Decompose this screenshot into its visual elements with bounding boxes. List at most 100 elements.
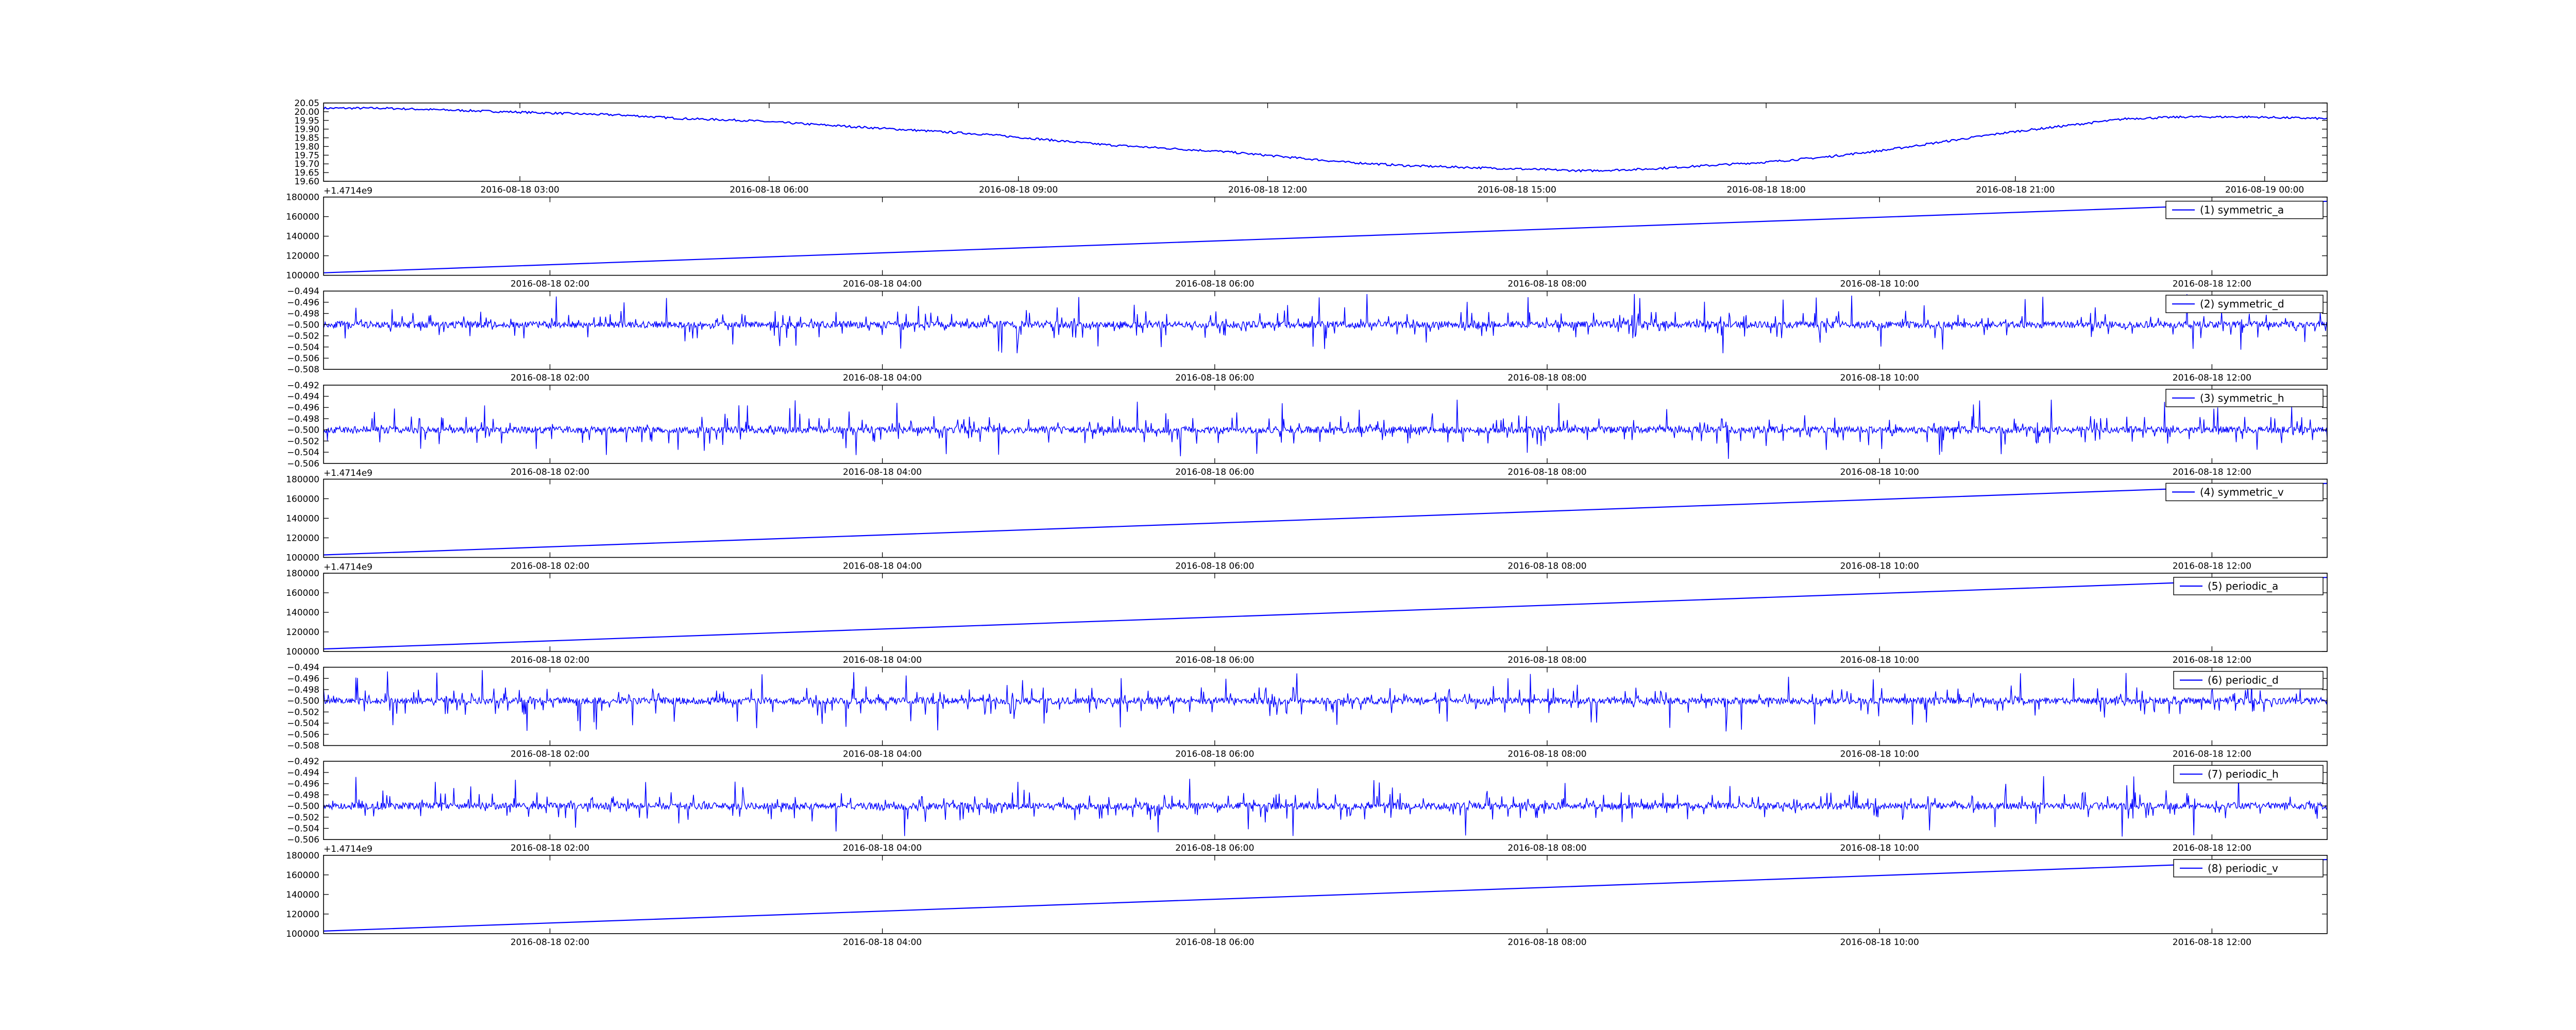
- y-tick-label: 160000: [286, 588, 319, 598]
- series-line-symmetric_a: [324, 200, 2327, 273]
- series-line-raw: [324, 106, 2327, 173]
- x-tick-label: 2016-08-19 00:00: [2225, 185, 2304, 195]
- series-line-periodic_h: [324, 775, 2327, 837]
- y-tick-label: 160000: [286, 212, 319, 222]
- x-tick-label: 2016-08-18 06:00: [1175, 373, 1254, 383]
- y-tick-label: 180000: [286, 569, 319, 579]
- y-tick-label: 120000: [286, 251, 319, 262]
- y-tick-label: 19.65: [294, 168, 319, 178]
- x-tick-label: 2016-08-18 02:00: [511, 373, 589, 383]
- series-line-symmetric_v: [324, 483, 2327, 556]
- y-tick-label: −0.502: [287, 436, 319, 447]
- x-tick-label: 2016-08-18 12:00: [2173, 843, 2251, 853]
- y-tick-label: −0.498: [287, 685, 319, 695]
- legend-label: (6) periodic_d: [2208, 674, 2279, 686]
- x-tick-label: 2016-08-18 12:00: [2173, 279, 2251, 289]
- legend-label: (2) symmetric_d: [2200, 298, 2284, 310]
- x-tick-label: 2016-08-18 08:00: [1507, 937, 1586, 948]
- x-tick-label: 2016-08-18 04:00: [843, 655, 922, 665]
- x-tick-label: 2016-08-18 12:00: [2173, 749, 2251, 760]
- y-tick-label: −0.506: [287, 730, 319, 740]
- y-tick-label: −0.506: [287, 459, 319, 469]
- y-tick-label: 160000: [286, 494, 319, 504]
- panel-raw: 19.6019.6519.7019.7519.8019.8519.9019.95…: [294, 98, 2328, 196]
- x-tick-label: 2016-08-18 08:00: [1507, 279, 1586, 289]
- x-tick-label: 2016-08-18 08:00: [1507, 561, 1586, 571]
- y-tick-label: 19.95: [294, 116, 319, 126]
- x-tick-label: 2016-08-18 18:00: [1726, 185, 1805, 195]
- y-tick-label: −0.504: [287, 342, 319, 353]
- x-tick-label: 2016-08-18 12:00: [2173, 561, 2251, 571]
- legend-label: (4) symmetric_v: [2200, 486, 2284, 498]
- y-tick-label: −0.508: [287, 741, 319, 751]
- y-tick-label: 19.60: [294, 177, 319, 187]
- y-tick-label: 140000: [286, 513, 319, 524]
- y-tick-label: −0.496: [287, 403, 319, 413]
- y-tick-label: 19.90: [294, 125, 319, 135]
- y-tick-label: 100000: [286, 271, 319, 281]
- panel-symmetric_a: 100000 120000 140000 160000 180000 2016-08-18…: [286, 193, 2328, 289]
- y-tick-label: −0.500: [287, 425, 319, 436]
- y-tick-label: −0.498: [287, 309, 319, 319]
- x-tick-label: 2016-08-18 04:00: [843, 561, 922, 571]
- x-tick-label: 2016-08-18 10:00: [1840, 373, 1919, 383]
- x-tick-label: 2016-08-18 06:00: [730, 185, 808, 195]
- y-tick-label: 19.70: [294, 159, 319, 169]
- axis-offset-label: +1.4714e9: [324, 186, 372, 196]
- x-tick-label: 2016-08-18 10:00: [1840, 937, 1919, 948]
- series-line-symmetric_h: [324, 400, 2327, 459]
- x-tick-label: 2016-08-18 10:00: [1840, 561, 1919, 571]
- y-tick-label: 20.00: [294, 107, 319, 117]
- legend-label: (3) symmetric_h: [2200, 392, 2284, 404]
- x-tick-label: 2016-08-18 08:00: [1507, 655, 1586, 665]
- axis-offset-label: +1.4714e9: [324, 844, 372, 854]
- y-tick-label: −0.496: [287, 779, 319, 789]
- y-tick-label: −0.504: [287, 448, 319, 458]
- plot-frame: [323, 290, 2328, 370]
- x-tick-label: 2016-08-18 08:00: [1507, 467, 1586, 477]
- panel-symmetric_d: −0.508−0.506−0.504−0.502−0.500−0.498−0.4…: [287, 286, 2328, 383]
- y-tick-label: 100000: [286, 553, 319, 563]
- panel-symmetric_h: −0.506−0.504−0.502−0.500−0.498−0.496−0.4…: [287, 381, 2328, 478]
- y-tick-label: −0.506: [287, 835, 319, 845]
- y-tick-label: 140000: [286, 890, 319, 900]
- y-tick-label: 120000: [286, 909, 319, 920]
- y-tick-label: 180000: [286, 474, 319, 485]
- panel-periodic_h: −0.506−0.504−0.502−0.500−0.498−0.496−0.4…: [287, 757, 2328, 854]
- y-tick-label: 120000: [286, 533, 319, 543]
- plot-frame: [323, 478, 2328, 558]
- legend-label: (5) periodic_a: [2208, 580, 2278, 592]
- y-tick-label: −0.504: [287, 823, 319, 834]
- legend-label: (8) periodic_v: [2208, 862, 2278, 874]
- legend-label: (7) periodic_h: [2208, 768, 2279, 780]
- axis-offset-label: +1.4714e9: [324, 468, 372, 478]
- y-tick-label: −0.498: [287, 414, 319, 424]
- plot-frame: [323, 666, 2328, 746]
- y-tick-label: −0.500: [287, 696, 319, 707]
- x-tick-label: 2016-08-18 02:00: [511, 749, 589, 760]
- x-tick-label: 2016-08-18 10:00: [1840, 279, 1919, 289]
- x-tick-label: 2016-08-18 02:00: [511, 561, 589, 571]
- axis-offset-label: +1.4714e9: [324, 562, 372, 572]
- y-tick-label: −0.492: [287, 381, 319, 391]
- x-tick-label: 2016-08-18 08:00: [1507, 749, 1586, 760]
- series-line-symmetric_d: [324, 294, 2327, 353]
- y-tick-label: 20.05: [294, 98, 319, 109]
- plot-frame: [323, 384, 2328, 464]
- x-tick-label: 2016-08-18 04:00: [843, 279, 922, 289]
- plot-frame: [323, 855, 2328, 934]
- x-tick-label: 2016-08-18 12:00: [2173, 467, 2251, 477]
- panel-periodic_v: 100000 120000 140000 160000 180000 2016-08-18…: [286, 851, 2328, 948]
- x-tick-label: 2016-08-18 10:00: [1840, 843, 1919, 853]
- x-tick-label: 2016-08-18 04:00: [843, 937, 922, 948]
- y-tick-label: 19.80: [294, 142, 319, 152]
- series-line-periodic_a: [324, 577, 2327, 650]
- x-tick-label: 2016-08-18 06:00: [1175, 561, 1254, 571]
- x-tick-label: 2016-08-18 06:00: [1175, 279, 1254, 289]
- x-tick-label: 2016-08-18 02:00: [511, 937, 589, 948]
- y-tick-label: 100000: [286, 647, 319, 657]
- x-tick-label: 2016-08-18 04:00: [843, 749, 922, 760]
- y-tick-label: −0.494: [287, 392, 319, 402]
- y-tick-label: −0.494: [287, 286, 319, 297]
- x-tick-label: 2016-08-18 21:00: [1976, 185, 2055, 195]
